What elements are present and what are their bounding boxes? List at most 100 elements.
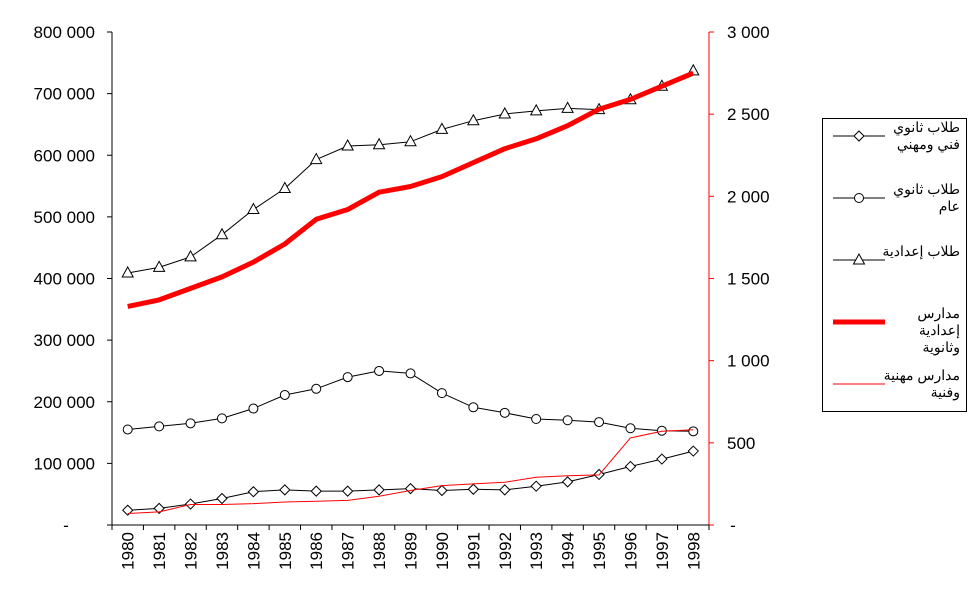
point-diamond xyxy=(216,492,228,505)
point-diamond xyxy=(122,504,134,516)
point-diamond xyxy=(373,484,385,496)
point-triangle xyxy=(372,137,386,150)
point-diamond xyxy=(687,445,699,457)
x-tick-label: 1992 xyxy=(496,532,515,570)
x-tick-label: 1996 xyxy=(621,532,640,570)
legend-swatch-circle xyxy=(833,193,885,203)
point-circle xyxy=(122,424,133,435)
series-1 xyxy=(122,365,699,437)
y-tick-label-left: 600 000 xyxy=(34,146,95,165)
point-circle xyxy=(854,193,864,203)
point-triangle xyxy=(498,106,512,119)
y-tick-label-right: - xyxy=(730,516,736,535)
y-tick-label-left: 400 000 xyxy=(34,270,95,289)
point-triangle xyxy=(278,181,292,194)
point-diamond xyxy=(499,484,511,496)
point-triangle xyxy=(466,113,480,126)
series-line xyxy=(127,70,695,309)
point-triangle xyxy=(435,122,449,134)
series-3 xyxy=(127,70,695,309)
point-circle xyxy=(374,365,385,376)
point-circle xyxy=(154,421,165,432)
point-diamond xyxy=(561,476,574,488)
point-triangle xyxy=(247,202,260,214)
y-tick-label-right: 1 000 xyxy=(727,352,770,371)
point-circle xyxy=(405,368,416,379)
series-line xyxy=(127,429,694,514)
x-tick-label: 1998 xyxy=(684,532,703,570)
x-tick-label: 1995 xyxy=(590,532,609,570)
y-tick-label-right: 2 000 xyxy=(727,187,770,206)
legend-swatch-triangle xyxy=(833,252,885,265)
x-tick-label: 1990 xyxy=(433,532,452,570)
x-tick-label: 1991 xyxy=(464,532,483,570)
legend-swatch-diamond xyxy=(833,130,885,142)
point-diamond xyxy=(853,130,865,142)
legend: طلاب ثانوي فني ومهني طلاب ثانوي عام طلاب… xyxy=(822,118,967,412)
point-circle xyxy=(342,372,353,383)
point-diamond xyxy=(279,484,291,496)
y-tick-label-right: 500 xyxy=(727,434,755,453)
point-circle xyxy=(436,388,447,399)
legend-item-vocational-schools: مدارس مهنية وفنية xyxy=(823,367,966,407)
point-circle xyxy=(594,417,605,428)
x-tick-label: 1987 xyxy=(339,532,358,570)
point-circle xyxy=(216,413,227,424)
y-tick-label-left: 700 000 xyxy=(34,85,95,104)
y-tick-label-right: 1 500 xyxy=(727,270,770,289)
series-4 xyxy=(127,429,694,514)
legend-label: مدارس مهنية وفنية xyxy=(883,367,960,400)
point-circle xyxy=(625,423,636,434)
legend-swatch-thin-red-line xyxy=(833,383,885,385)
series-0 xyxy=(122,445,699,516)
x-tick-label: 1983 xyxy=(213,532,232,570)
tick-labels: - 100 000 200 000 300 000 400 000 500 000 600 … xyxy=(34,23,770,570)
point-circle xyxy=(248,403,259,414)
x-tick-label: 1988 xyxy=(370,532,389,570)
x-tick-label: 1997 xyxy=(653,532,672,570)
y-tick-label-left: 300 000 xyxy=(34,331,95,350)
x-tick-label: 1984 xyxy=(244,532,263,570)
point-circle xyxy=(279,389,290,400)
point-triangle xyxy=(121,265,135,278)
y-tick-label-left: 100 000 xyxy=(34,454,95,473)
legend-swatch-thick-red-line xyxy=(833,319,885,325)
y-tick-label-left: 200 000 xyxy=(34,393,95,412)
legend-label: مدارس إعدادية وثانوية xyxy=(917,305,960,355)
legend-label: طلاب ثانوي فني ومهني xyxy=(893,119,960,152)
legend-item-vocational-students: طلاب ثانوي فني ومهني xyxy=(823,119,966,159)
point-circle xyxy=(468,402,479,413)
x-tick-label: 1993 xyxy=(527,532,546,570)
point-diamond xyxy=(404,482,417,495)
point-diamond xyxy=(436,484,448,497)
series-2 xyxy=(121,63,700,278)
point-circle xyxy=(311,383,322,394)
point-diamond xyxy=(310,485,322,497)
series-layer xyxy=(121,63,700,516)
series-line xyxy=(127,450,694,511)
point-circle xyxy=(499,407,510,418)
x-tick-label: 1986 xyxy=(307,532,326,570)
y-tick-label-right: 2 500 xyxy=(727,105,770,124)
x-tick-label: 1989 xyxy=(402,532,421,570)
point-circle xyxy=(562,415,573,426)
y-tick-label-right: 3 000 xyxy=(727,23,770,42)
point-triangle xyxy=(852,252,866,265)
point-diamond xyxy=(624,460,637,473)
point-circle xyxy=(531,414,542,425)
point-circle xyxy=(185,418,196,429)
point-circle xyxy=(688,426,699,437)
axes xyxy=(107,31,714,530)
point-diamond xyxy=(467,483,480,495)
point-diamond xyxy=(341,485,354,497)
point-triangle xyxy=(309,152,323,165)
x-tick-label: 1980 xyxy=(119,532,138,570)
point-diamond xyxy=(153,502,165,515)
point-diamond xyxy=(247,486,260,498)
legend-item-prep-secondary-schools: مدارس إعدادية وثانوية xyxy=(823,305,966,355)
x-tick-label: 1994 xyxy=(559,532,578,570)
legend-item-general-students: طلاب ثانوي عام xyxy=(823,181,966,221)
point-triangle xyxy=(561,101,574,113)
legend-label: طلاب ثانوي عام xyxy=(893,181,960,214)
